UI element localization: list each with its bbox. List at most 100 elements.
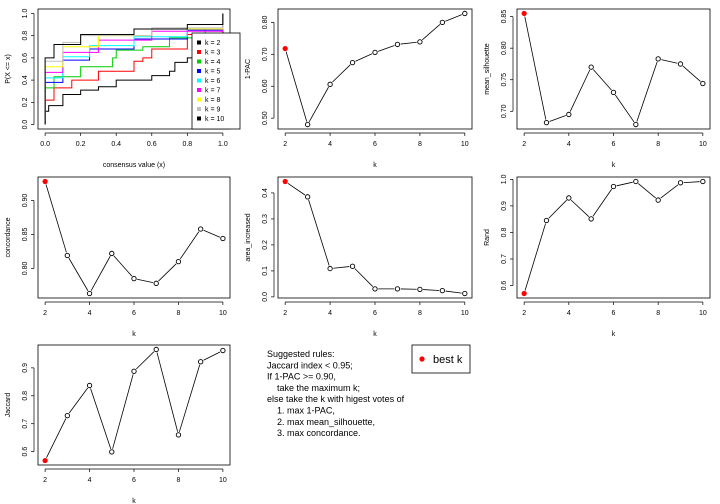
data-line-segment [68,258,89,291]
data-line-segment [332,64,351,83]
data-line-segment [423,289,440,291]
data-line-segment [400,41,417,45]
data-point [633,178,639,185]
y-tick-label: 0.1 [262,266,269,276]
data-line-segment [592,188,613,217]
data-line-segment [112,374,134,449]
y-tick-label: 0.80 [22,261,29,275]
plot-box [37,344,231,466]
data-line-segment [179,231,200,260]
data-point [394,286,401,292]
x-tick-label: 10 [219,477,227,484]
data-point [543,217,550,224]
x-tick-label: 0.6 [147,141,157,148]
data-line-segment [355,53,373,62]
legend-label: k = 4 [205,59,220,66]
y-tick-label: 0.6 [501,281,508,291]
y-tick-label: 0.0 [262,292,269,302]
y-tick-label: 0.7 [22,419,29,429]
legend-label: k = 5 [205,69,220,76]
data-point [462,290,468,297]
x-tick-label: 6 [373,310,377,317]
y-axis-label: concordance [5,217,12,257]
data-point [349,263,356,269]
x-tick-label: 4 [567,310,571,317]
best-k-point [282,45,288,52]
rules-line: 1. max 1-PAC, [267,406,335,416]
data-point [64,412,70,419]
data-point [327,265,333,272]
y-tick-label: 0.2 [22,97,29,107]
data-line-segment [377,45,395,52]
x-axis-label: k [132,498,136,504]
y-axis-label: 1-PAC [245,59,252,79]
data-point [153,280,159,286]
data-point [677,180,684,186]
legend-label: k = 9 [205,107,220,114]
suggested-rules-text: Suggested rules:Jaccard index < 0.95; If … [267,349,405,438]
data-point [153,346,159,353]
y-axis-label: P(X <= x) [5,54,12,84]
y-tick-label: 0.90 [22,194,29,208]
data-line-segment [136,351,155,370]
x-tick-label: 10 [699,310,707,317]
ecdf-legend: k = 2 k = 3 k = 4 k = 5 k = 6 k = 7 k = 8 k = 9… [191,32,241,130]
data-line-segment [158,263,177,282]
data-point [655,56,661,62]
y-tick-label: 0.6 [22,447,29,457]
data-line-segment [636,61,658,122]
data-line-segment [661,59,678,64]
panel-concordance: 2 4 6 8 10 0.80 0.85 0.90 k concordance [5,176,231,338]
data-point [86,290,93,297]
x-tick-label: 8 [176,310,180,317]
data-line-segment [90,256,111,291]
y-tick-label: 0.80 [262,15,269,29]
x-tick-label: 8 [656,310,660,317]
legend-label: k = 10 [205,116,224,123]
panel-area: 2 4 6 8 10 0.0 0.1 0.2 0.3 0.4 k area_increased [245,176,473,338]
data-line-segment [137,278,154,284]
panel-ecdf: 0.0 0.2 0.4 0.6 0.8 1.0 0.0 0.2 0.4 0.6 0.8 1.0 cons… [5,8,241,169]
data-point [588,216,594,222]
data-point [64,252,70,259]
data-line-segment [569,69,591,112]
x-tick-label: 4 [88,477,92,484]
legend-swatch [197,107,201,111]
data-point [610,183,617,190]
rules-line: else take the k with higest votes of [267,394,405,404]
data-line-segment [592,69,612,91]
legend-swatch [197,69,201,73]
legend-swatch [197,40,201,45]
x-tick-label: 10 [699,141,707,148]
legend-swatch [197,78,201,83]
rules-line: 2. max mean_silhouette, [267,417,375,427]
data-point [543,120,550,126]
data-line-segment [683,181,700,184]
rules-line: If 1-PAC >= 0.90, [267,372,336,382]
data-line-segment [422,24,441,41]
x-tick-label: 2 [522,310,526,317]
data-point [175,432,182,438]
y-axis-label: Rand [484,229,491,246]
data-line-segment [549,115,566,122]
data-point [327,81,333,87]
x-axis-label: k [612,331,616,338]
data-line-segment [203,351,221,361]
rules-line: take the maximum k; [267,383,360,393]
data-point [109,250,115,257]
data-line-segment [638,183,656,199]
x-tick-label: 6 [612,310,616,317]
data-point [198,359,204,365]
plot-box [277,8,473,130]
data-point [175,258,182,265]
panel-pac: 2 4 6 8 10 0.50 0.60 0.70 0.80 k 1-PAC [245,8,473,169]
data-point [304,121,311,128]
data-point [566,195,572,201]
y-tick-label: 0.85 [22,228,29,242]
x-tick-label: 4 [328,310,332,317]
legend-label: k = 6 [205,78,220,85]
data-point [220,235,226,242]
x-tick-label: 2 [43,310,47,317]
data-line-segment [308,86,329,122]
